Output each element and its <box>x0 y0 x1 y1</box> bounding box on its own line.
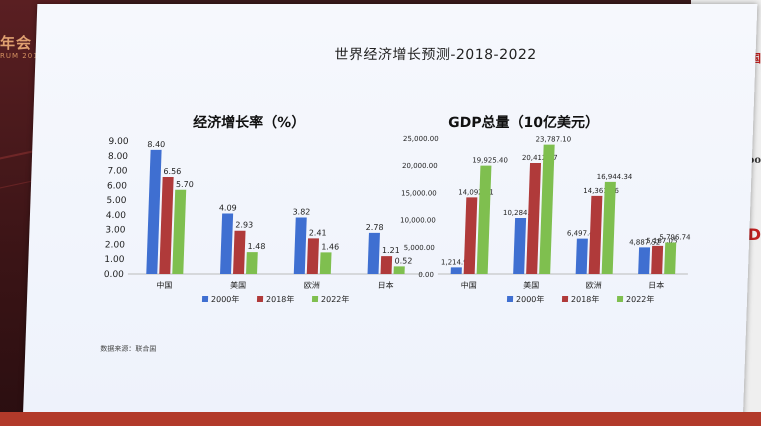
bar <box>233 230 246 274</box>
bar <box>172 189 187 274</box>
data-label: 3.82 <box>292 208 310 217</box>
bar <box>246 252 258 275</box>
y-tick-label: 7.00 <box>107 167 128 177</box>
y-tick-label: 5.00 <box>106 196 127 206</box>
event-banner-subtext: RUM 2019 <box>0 52 45 60</box>
legend-label: 2000年 <box>516 294 545 304</box>
x-tick-label: 美国 <box>230 280 246 290</box>
event-banner-text: 年会 <box>0 34 33 52</box>
data-label: 6.56 <box>163 167 181 176</box>
data-label: 2.93 <box>235 221 253 230</box>
legend-swatch <box>201 296 209 302</box>
data-label: 4,887.52 <box>629 238 660 246</box>
data-label: 1.21 <box>382 246 400 255</box>
bar <box>526 162 542 275</box>
bar <box>651 245 664 275</box>
y-tick-label: 10,000.00 <box>400 217 436 225</box>
legend-swatch <box>616 296 624 302</box>
x-tick-label: 欧洲 <box>304 280 320 290</box>
y-tick-label: 20,000.00 <box>402 162 438 170</box>
legend-swatch <box>506 296 514 302</box>
data-label: 2.41 <box>309 228 327 237</box>
data-label: 10,284.95 <box>503 209 539 217</box>
bar <box>539 144 555 274</box>
data-label: 1,214.92 <box>441 258 472 266</box>
sponsor-logo-3: D <box>747 225 761 244</box>
bar <box>463 197 478 274</box>
data-label: 4.09 <box>219 204 237 213</box>
data-label: 5,796.74 <box>659 233 691 241</box>
data-label: 1.48 <box>247 242 265 251</box>
y-tick-label: 3.00 <box>105 226 126 236</box>
x-tick-label: 日本 <box>648 280 664 290</box>
data-label: 14,092.51 <box>458 188 494 196</box>
bar <box>293 217 307 274</box>
bar <box>306 238 320 275</box>
y-tick-label: 4.00 <box>106 211 127 221</box>
stage-floor-edge <box>0 412 761 426</box>
data-label: 0.52 <box>394 256 412 265</box>
x-tick-label: 中国 <box>461 280 477 290</box>
legend-label: 2022年 <box>321 294 350 304</box>
bar <box>319 252 332 274</box>
y-tick-label: 5,000.00 <box>404 244 435 252</box>
bar <box>367 232 380 274</box>
legend-swatch <box>561 296 569 302</box>
presentation-slide: 世界经济增长预测-2018-2022 经济增长率（%） GDP总量（10亿美元）… <box>22 4 758 424</box>
data-label: 1.46 <box>321 242 339 251</box>
bar <box>664 242 677 274</box>
bar <box>513 218 527 274</box>
legend-swatch <box>311 296 319 302</box>
x-tick-label: 欧洲 <box>586 280 602 290</box>
bar <box>575 238 588 275</box>
x-tick-label: 日本 <box>377 280 393 290</box>
y-tick-label: 8.00 <box>108 152 129 162</box>
source-note: 数据来源：联合国 <box>100 345 157 353</box>
bar <box>380 256 393 274</box>
legend-label: 2000年 <box>211 294 240 304</box>
x-tick-label: 中国 <box>156 280 172 290</box>
y-tick-label: 6.00 <box>107 181 128 191</box>
data-label: 2.78 <box>366 223 384 232</box>
data-label: 5.70 <box>176 180 194 189</box>
y-tick-label: 2.00 <box>105 240 126 250</box>
data-label: 19,925.40 <box>472 157 508 165</box>
data-label: 20,412.87 <box>522 154 558 162</box>
y-tick-label: 25,000.00 <box>403 135 439 143</box>
data-label: 5,167.05 <box>646 237 677 245</box>
bar <box>146 149 162 274</box>
bar <box>476 165 492 274</box>
legend-label: 2022年 <box>626 294 655 304</box>
bar <box>159 177 174 275</box>
data-label: 14,361.46 <box>583 187 619 195</box>
x-tick-label: 美国 <box>523 280 539 290</box>
legend-label: 2018年 <box>266 294 295 304</box>
bar <box>638 247 651 275</box>
data-label: 23,787.10 <box>535 136 571 144</box>
charts-canvas: 0.00 1.00 2.00 3.00 4.00 5.00 6.00 7.00 8.00 9.00… <box>104 135 692 304</box>
bar <box>220 213 234 274</box>
bar <box>601 181 616 274</box>
y-tick-label: 1.00 <box>104 255 125 265</box>
data-label: 6,497.42 <box>567 230 598 238</box>
legend-label: 2018年 <box>571 294 600 304</box>
y-tick-label: 15,000.00 <box>401 189 437 197</box>
bar <box>393 266 405 274</box>
bar <box>450 267 462 275</box>
y-tick-label: 0.00 <box>104 270 125 280</box>
y-tick-label: 0.00 <box>418 271 434 279</box>
bar <box>588 195 603 274</box>
legend-swatch <box>256 296 264 302</box>
data-label: 16,944.34 <box>597 173 633 181</box>
data-label: 8.40 <box>147 140 165 149</box>
y-tick-label: 9.00 <box>108 137 129 147</box>
